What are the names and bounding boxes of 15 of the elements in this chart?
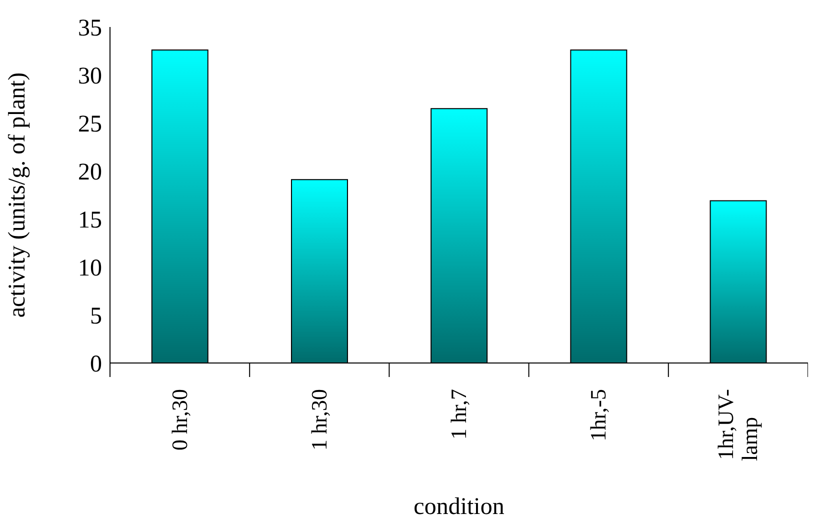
y-tick-label: 20 xyxy=(78,160,102,186)
x-tick-label: 1hr,-5 xyxy=(586,389,611,442)
y-tick-label: 0 xyxy=(90,352,102,378)
x-axis-title: condition xyxy=(414,494,504,518)
y-tick-label: 15 xyxy=(78,208,102,234)
y-tick-label: 35 xyxy=(78,16,102,42)
y-tick-label: 25 xyxy=(78,112,102,138)
x-tick-label: 0 hr,30 xyxy=(166,389,192,450)
y-tick-label: 5 xyxy=(90,304,102,330)
x-tick-label: 1hr,UV-lamp xyxy=(713,389,762,461)
y-axis-title: activity (units/g. of plant) xyxy=(4,72,31,318)
y-tick-label: 30 xyxy=(78,64,102,90)
x-tick-label: 1 hr,7 xyxy=(446,389,471,440)
x-tick-label: 1 hr,30 xyxy=(306,389,332,450)
y-tick-label: 10 xyxy=(78,256,102,282)
